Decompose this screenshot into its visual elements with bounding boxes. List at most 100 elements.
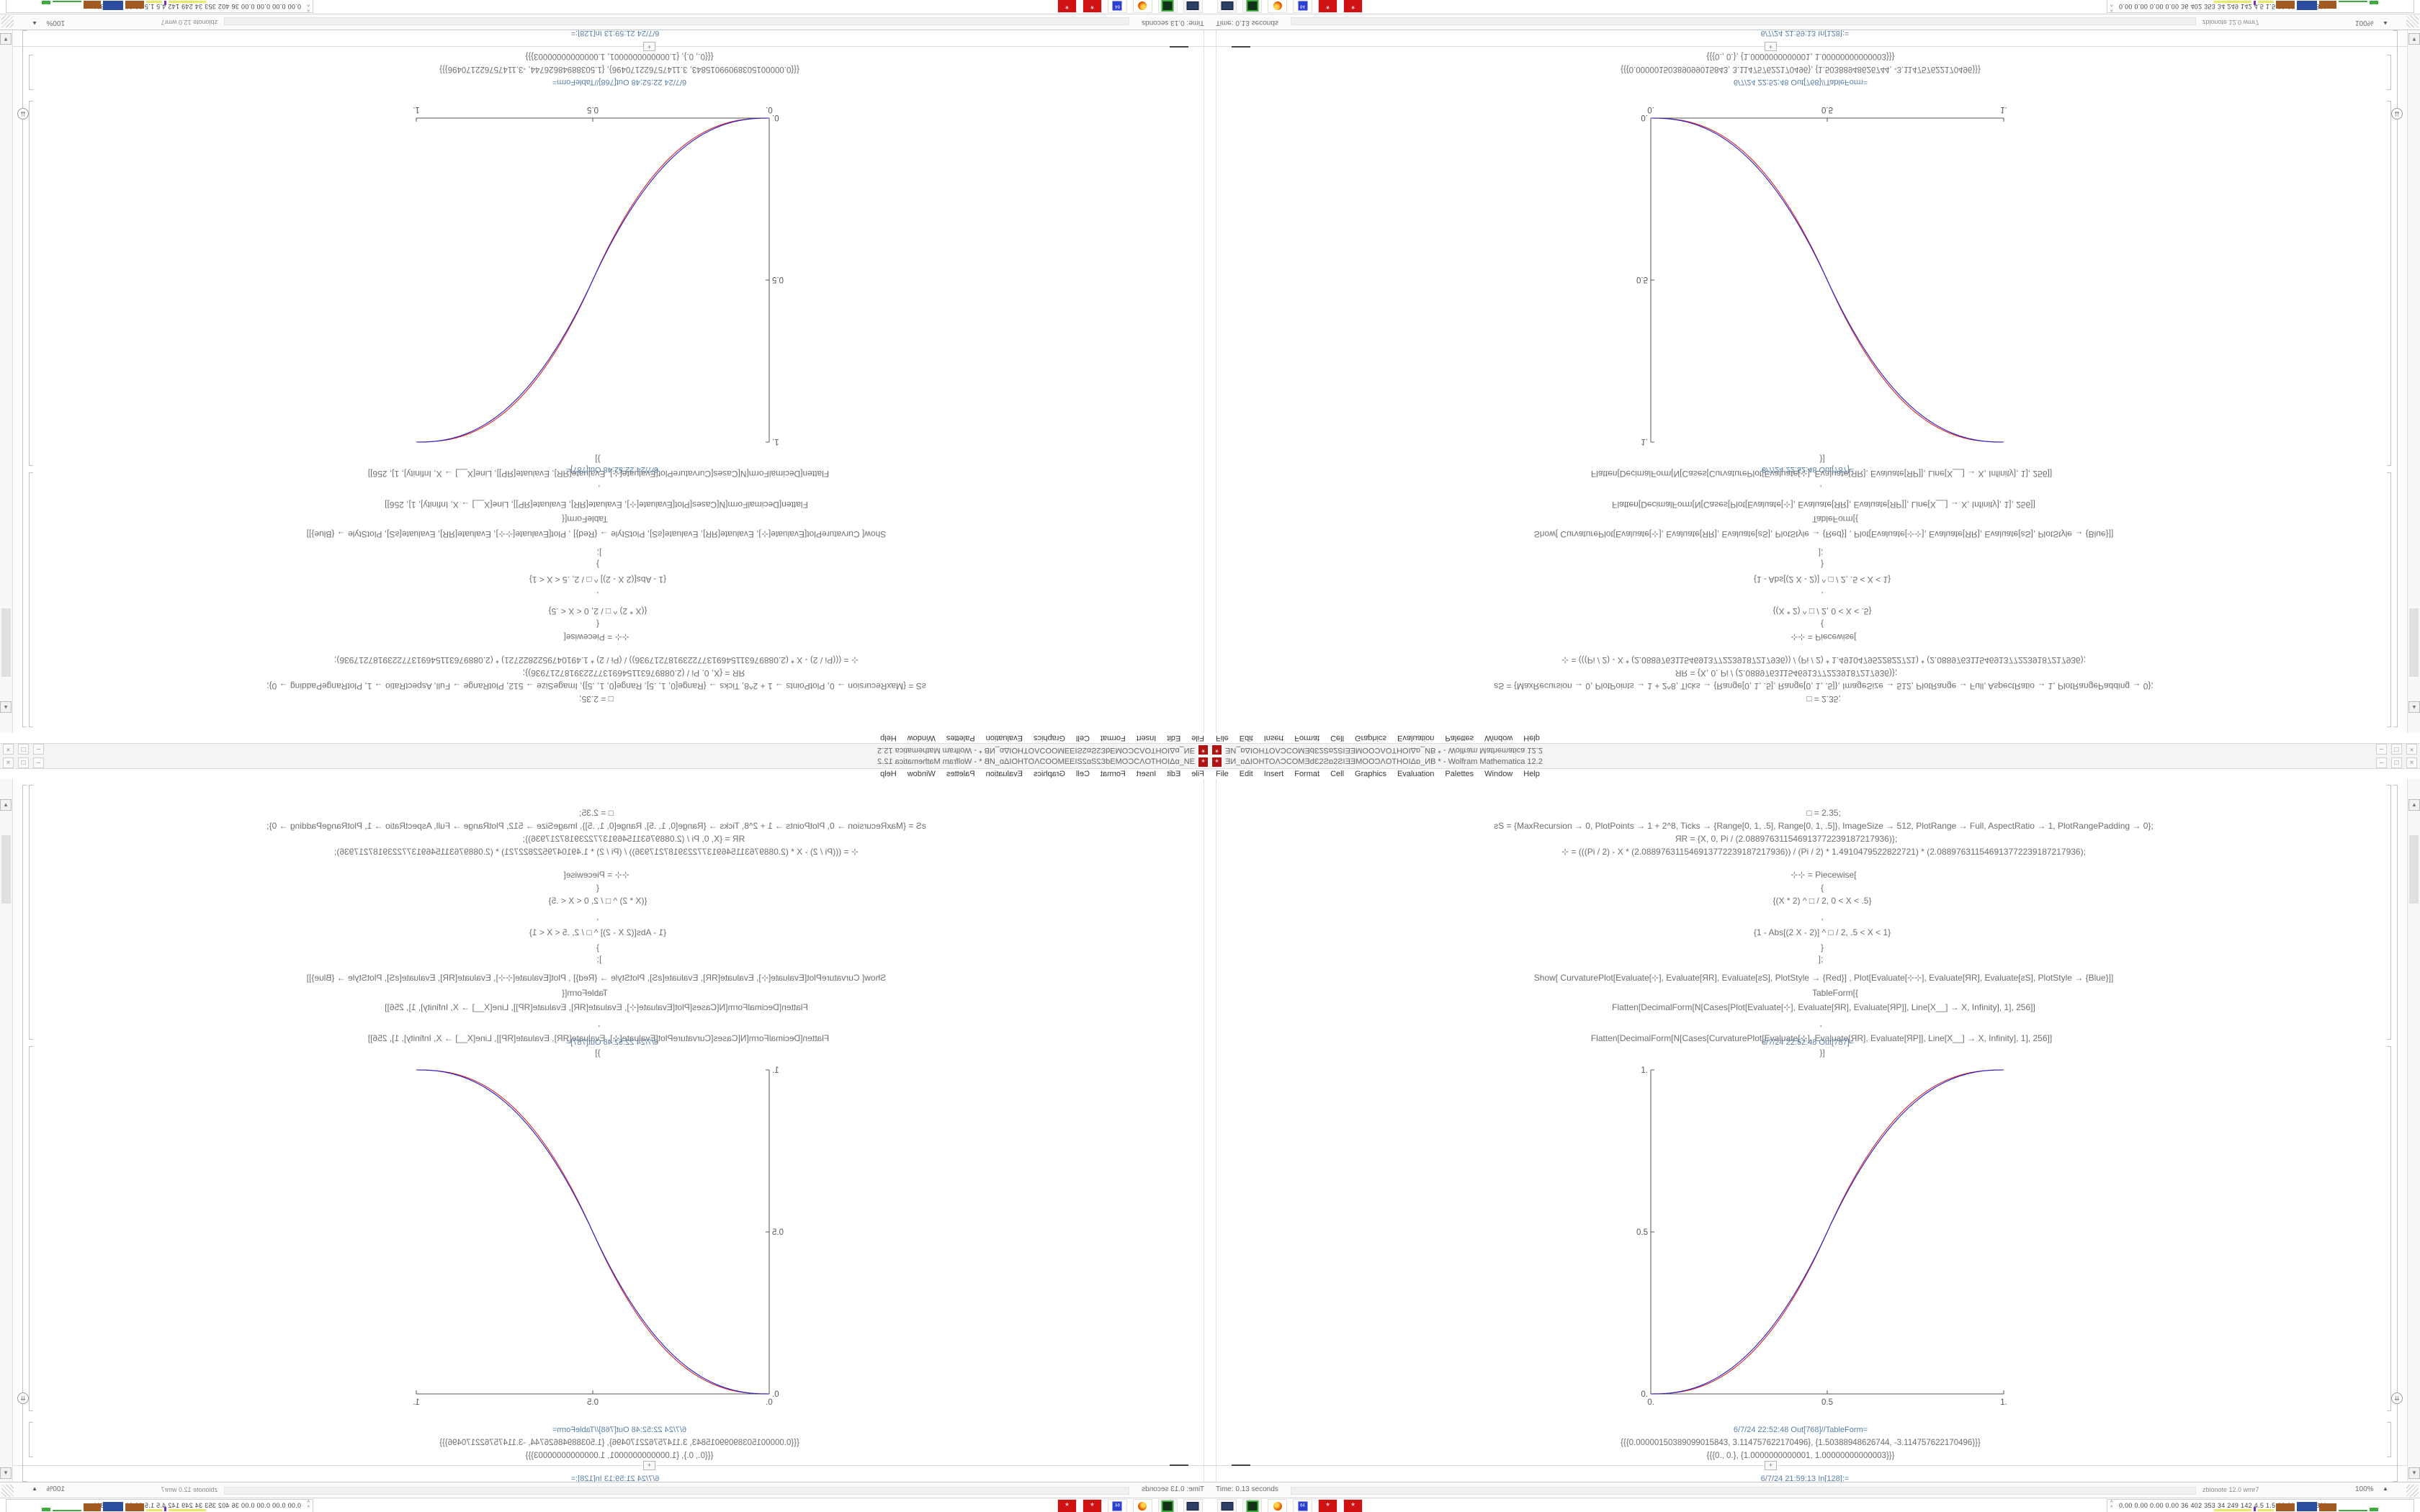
menu-item-format[interactable]: Format [1294,734,1320,742]
menu-item-format[interactable]: Format [1100,770,1126,778]
input-cell-bracket[interactable] [29,785,33,1040]
menu-item-help[interactable]: Help [880,770,897,778]
plot-cell-bracket[interactable] [2387,1046,2391,1411]
scroll-down-button[interactable]: ▼ [2408,33,2420,45]
floppy-64-icon[interactable]: 64 [1293,1499,1312,1512]
close-button[interactable]: × [3,744,14,755]
cell-group-bracket[interactable] [2393,785,2398,1482]
close-button[interactable]: × [2406,757,2417,768]
resize-grip[interactable] [1,1485,14,1497]
floppy-64-icon[interactable]: 64 [1108,1499,1127,1512]
firefox-icon[interactable] [1268,1499,1287,1512]
cell-group-bracket[interactable] [2393,30,2398,727]
vertical-scrollbar[interactable]: ▲ ▼ [0,30,13,733]
horizontal-scrollbar[interactable] [1291,1487,2196,1495]
menu-item-graphics[interactable]: Graphics [1033,734,1065,742]
input-cell-bracket[interactable] [29,472,33,727]
insert-cell-plus-button[interactable]: + [1765,42,1777,51]
input-cell-bracket[interactable] [2387,472,2391,727]
insert-cell-plus-button[interactable]: + [643,1461,655,1470]
menu-item-insert[interactable]: Insert [1136,734,1157,742]
menu-item-edit[interactable]: Edit [1239,734,1253,742]
computer-icon[interactable] [1217,0,1237,13]
menu-item-window[interactable]: Window [907,770,936,778]
package-icon[interactable] [1158,1499,1178,1512]
notebook-content[interactable]: □ = 2.35; ƨS = {MaxRecursion → 0, PlotPoi… [0,29,1210,733]
floppy-64-icon[interactable]: 64 [1293,0,1312,13]
scrollbar-thumb[interactable] [2409,608,2419,677]
show-more-output-button[interactable]: ⇊ [17,108,29,120]
magnification-popup-arrow[interactable]: ▲ [32,20,37,27]
vertical-scrollbar[interactable]: ▲ ▼ [0,779,13,1482]
menu-item-edit[interactable]: Edit [1239,770,1253,778]
horizontal-scrollbar[interactable] [1291,17,2196,25]
window-titlebar[interactable]: * ƎИ_ɒΔIOHTOΛƆCOMƎdƐ2Ƨɒ2ƧIƎƎMOOƆΛOTHOIΔɒ… [1210,743,2420,756]
scroll-up-button[interactable]: ▲ [0,799,12,811]
menu-item-file[interactable]: File [1191,734,1204,742]
system-monitor-widget[interactable]: ^ ^ 0.00 0.00 0.00 0.00 36 402 353 34 249… [6,0,313,13]
notebook-content[interactable]: □ = 2.35; ƨS = {MaxRecursion → 0, PlotPoi… [1210,779,2420,1483]
mathematica-icon-2[interactable]: * [1343,0,1363,13]
menu-item-format[interactable]: Format [1294,770,1320,778]
menu-item-palettes[interactable]: Palettes [1445,734,1474,742]
magnification-popup-arrow[interactable]: ▲ [32,1485,37,1492]
minimize-button[interactable]: – [33,757,44,768]
close-button[interactable]: × [2406,744,2417,755]
maximize-button[interactable]: □ [2391,744,2402,755]
window-titlebar[interactable]: * ƎИ_ɒΔIOHTOΛƆCOMƎdƐ2Ƨɒ2ƧIƎƎMOOƆΛOTHOIΔɒ… [0,743,1210,756]
mathematica-icon[interactable]: * [1083,0,1102,13]
menu-item-window[interactable]: Window [1484,770,1513,778]
cell-insertion-line[interactable] [0,1465,1210,1466]
magnification-popup-arrow[interactable]: ▲ [2383,1485,2388,1492]
cell-group-bracket[interactable] [22,785,27,1482]
menu-item-file[interactable]: File [1216,770,1229,778]
menu-item-help[interactable]: Help [1523,734,1540,742]
mathematica-icon-2[interactable]: * [1057,1499,1077,1512]
menu-item-insert[interactable]: Insert [1263,770,1284,778]
vertical-scrollbar[interactable]: ▲ ▼ [2407,30,2420,733]
vertical-scrollbar[interactable]: ▲ ▼ [2407,779,2420,1482]
menu-item-help[interactable]: Help [1523,770,1540,778]
magnification-level[interactable]: 100% [46,19,65,27]
resize-grip[interactable] [1,15,14,27]
menu-item-cell[interactable]: Cell [1075,734,1090,742]
computer-icon[interactable] [1183,1499,1203,1512]
menu-item-insert[interactable]: Insert [1136,770,1157,778]
firefox-icon[interactable] [1133,1499,1152,1512]
cell-insertion-line[interactable] [0,46,1210,47]
magnification-level[interactable]: 100% [2355,1485,2374,1493]
maximize-button[interactable]: □ [18,757,29,768]
menu-item-evaluation[interactable]: Evaluation [985,770,1023,778]
resize-grip[interactable] [2406,15,2419,27]
cell-insertion-line[interactable] [1210,1465,2420,1466]
menu-item-graphics[interactable]: Graphics [1033,770,1065,778]
menu-item-edit[interactable]: Edit [1167,770,1181,778]
menu-item-file[interactable]: File [1216,734,1229,742]
tableform-cell-bracket[interactable] [2387,1422,2391,1457]
scroll-down-button[interactable]: ▼ [2408,1467,2420,1479]
scroll-down-button[interactable]: ▼ [0,1467,12,1479]
menu-item-cell[interactable]: Cell [1075,770,1090,778]
input-cell-bracket[interactable] [2387,785,2391,1040]
horizontal-scrollbar[interactable] [224,1487,1129,1495]
menu-item-window[interactable]: Window [1484,734,1513,742]
firefox-icon[interactable] [1268,0,1287,13]
scroll-up-button[interactable]: ▲ [2408,701,2420,713]
mathematica-icon[interactable]: * [1083,1499,1102,1512]
plot-cell-bracket[interactable] [2387,101,2391,466]
minimize-button[interactable]: – [2376,757,2387,768]
scroll-up-button[interactable]: ▲ [0,701,12,713]
show-more-output-button[interactable]: ⇊ [2391,108,2403,120]
maximize-button[interactable]: □ [2391,757,2402,768]
package-icon[interactable] [1242,0,1262,13]
menu-item-evaluation[interactable]: Evaluation [985,734,1023,742]
menu-item-window[interactable]: Window [907,734,936,742]
scroll-up-button[interactable]: ▲ [2408,799,2420,811]
show-more-output-button[interactable]: ⇊ [17,1392,29,1404]
scrollbar-thumb[interactable] [1,835,11,904]
tableform-cell-bracket[interactable] [29,55,33,90]
menu-item-evaluation[interactable]: Evaluation [1397,734,1435,742]
scrollbar-thumb[interactable] [2409,835,2419,904]
insert-cell-plus-button[interactable]: + [643,42,655,51]
menu-item-graphics[interactable]: Graphics [1355,734,1387,742]
